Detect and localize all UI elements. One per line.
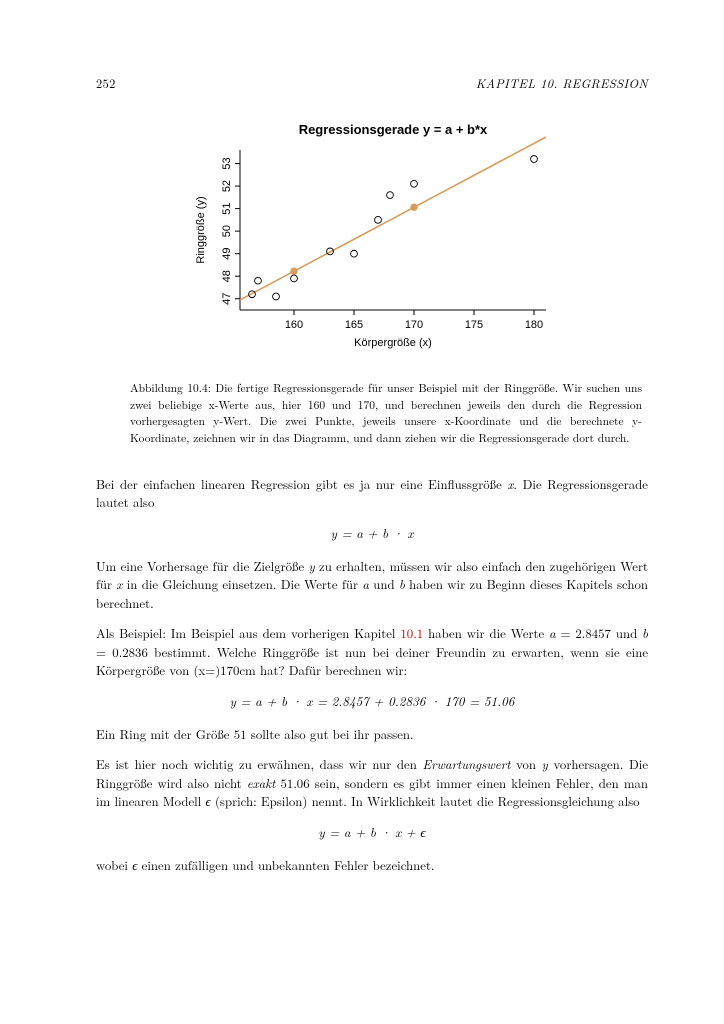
svg-text:175: 175 — [465, 319, 483, 331]
paragraph-2: Um eine Vorhersage für die Zielgröße y z… — [96, 557, 648, 613]
svg-text:49: 49 — [221, 248, 233, 260]
chart-container: Regressionsgerade y = a + b*x 160 165 170 17… — [96, 120, 648, 370]
figure-caption: Abbildung 10.4: Die fertige Regressionsg… — [130, 380, 642, 447]
svg-text:50: 50 — [221, 225, 233, 237]
svg-text:52: 52 — [221, 180, 233, 192]
emph: exakt — [247, 774, 276, 792]
scatter-chart: Regressionsgerade y = a + b*x 160 165 170 17… — [186, 120, 558, 370]
svg-text:165: 165 — [345, 319, 363, 331]
text: einen zufälligen und unbekannten Fehler … — [137, 856, 434, 874]
text: wobei — [96, 856, 132, 874]
chapter-label: KAPITEL 10. REGRESSION — [476, 74, 648, 92]
paragraph-5: Es ist hier noch wichtig zu erwähnen, da… — [96, 755, 648, 811]
body-text: Bei der einfachen linearen Regression gi… — [96, 475, 648, 875]
text: Um eine Vorhersage für die Zielgröße — [96, 557, 308, 575]
text: Als Beispiel: Im Beispiel aus dem vorher… — [96, 624, 400, 642]
paragraph-1: Bei der einfachen linearen Regression gi… — [96, 475, 648, 512]
svg-text:170: 170 — [405, 319, 423, 331]
svg-text:Ringgröße (y): Ringgröße (y) — [195, 196, 207, 263]
svg-text:53: 53 — [221, 157, 233, 169]
text: (sprich: Epsilon) nennt. In Wirklichkeit… — [211, 792, 640, 810]
paragraph-6: wobei ϵ einen zufälligen und unbekannten… — [96, 856, 648, 875]
text: von — [510, 755, 541, 773]
svg-text:51: 51 — [221, 202, 233, 214]
svg-text:Körpergröße (x): Körpergröße (x) — [354, 337, 432, 349]
text: und — [369, 575, 399, 593]
page-number: 252 — [96, 74, 116, 92]
page: 252 KAPITEL 10. REGRESSION Regressionsge… — [0, 0, 724, 1024]
svg-text:160: 160 — [285, 319, 303, 331]
var-b: b — [642, 624, 648, 642]
svg-text:Regressionsgerade y = a + b*x: Regressionsgerade y = a + b*x — [299, 122, 488, 137]
text: = 2.8457 und — [556, 624, 642, 642]
text: haben wir die Werte — [423, 624, 549, 642]
chapter-ref: 10.1 — [400, 624, 423, 642]
equation-1: y = a + b · x — [96, 524, 648, 543]
text: Es ist hier noch wichtig zu erwähnen, da… — [96, 755, 422, 773]
equation-2: y = a + b · x = 2.8457 + 0.2836 · 170 = … — [96, 692, 648, 711]
svg-text:48: 48 — [221, 270, 233, 282]
caption-label: Abbildung 10.4: — [130, 380, 211, 396]
svg-text:47: 47 — [221, 293, 233, 305]
text: in die Gleichung einsetzen. Die Werte fü… — [122, 575, 362, 593]
svg-text:180: 180 — [525, 319, 543, 331]
equation-3: y = a + b · x + ϵ — [96, 823, 648, 842]
paragraph-4: Ein Ring mit der Größe 51 sollte also gu… — [96, 725, 648, 744]
text: Bei der einfachen linearen Regression gi… — [96, 475, 507, 493]
page-header: 252 KAPITEL 10. REGRESSION — [96, 74, 648, 92]
emph: Erwartungswert — [422, 755, 510, 773]
text: y = a + b · x = 2.8457 + 0.2836 · 170 = … — [230, 691, 515, 710]
paragraph-3: Als Beispiel: Im Beispiel aus dem vorher… — [96, 624, 648, 680]
text: = 0.2836 bestimmt. Welche Ringgröße ist … — [96, 643, 648, 680]
